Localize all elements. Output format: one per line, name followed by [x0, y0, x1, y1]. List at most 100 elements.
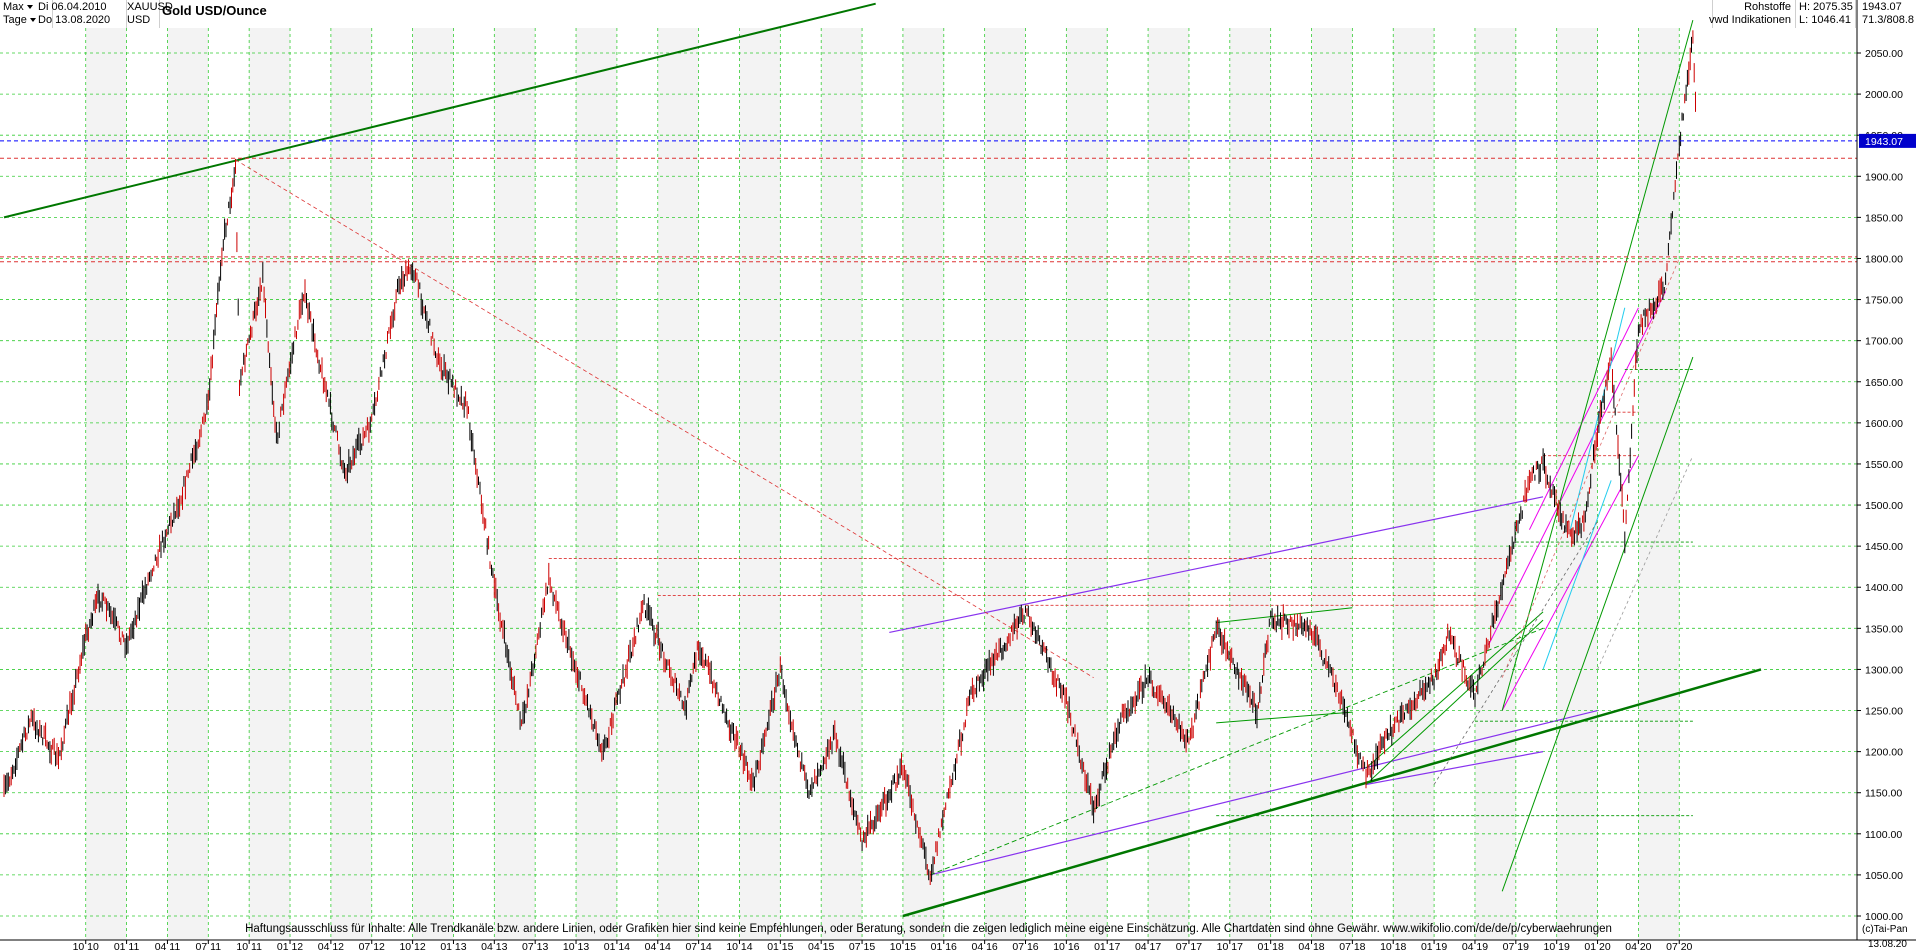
trend-line [1365, 619, 1544, 785]
x-tick-label: 10 13 [563, 941, 589, 952]
x-tick-label: 01 12 [277, 941, 303, 952]
y-tick-label: 1000.00 [1865, 911, 1903, 923]
trend-line [3, 2, 876, 219]
quarter-band [1474, 28, 1516, 940]
x-tick-label: 07 18 [1339, 941, 1365, 952]
y-axis: 1000.00 1050.00 1100.00 1150.00 1200.00 1250.… [1857, 48, 1903, 923]
x-tick-label: 07 19 [1503, 941, 1529, 952]
trend-lines [3, 2, 1762, 918]
x-tick-label: 10 15 [890, 941, 916, 952]
y-tick-label: 1900.00 [1865, 171, 1903, 183]
source-label: vwd Indikationen [1709, 14, 1791, 26]
x-tick-label: 01 19 [1421, 941, 1447, 952]
quarter-band [902, 28, 944, 940]
y-tick-label: 1700.00 [1865, 336, 1903, 348]
quarter-band [657, 28, 699, 940]
low-value: L: 1046.41 [1799, 14, 1851, 26]
period-select[interactable]: Max [3, 1, 33, 13]
trend-line [1488, 291, 1667, 645]
period-select-label: Max [3, 1, 24, 13]
currency-code: USD [127, 14, 151, 26]
x-tick-label: 01 11 [114, 941, 140, 952]
x-tick-label: 07 12 [359, 941, 385, 952]
x-tick-label: 07 17 [1176, 941, 1202, 952]
quarter-band [739, 28, 781, 940]
trend-line [1216, 711, 1353, 724]
price-tag-label: 1943.07 [1865, 136, 1903, 148]
quarter-band [85, 28, 127, 940]
chart-title: Gold USD/Ounce [162, 3, 267, 18]
trend-line [929, 627, 1544, 876]
quarter-band [821, 28, 863, 940]
y-tick-label: 1600.00 [1865, 418, 1903, 430]
x-tick-label: 10 17 [1217, 941, 1243, 952]
y-tick-label: 1500.00 [1865, 500, 1903, 512]
y-tick-label: 2050.00 [1865, 48, 1903, 60]
date-to: Do 13.08.2020 [38, 14, 111, 26]
x-tick-label: 07 16 [1012, 941, 1038, 952]
y-tick-label: 1450.00 [1865, 541, 1903, 553]
x-tick-label: 04 17 [1135, 941, 1161, 952]
x-tick-label: 01 17 [1094, 941, 1120, 952]
disclaimer-text: Haftungsausschluss für Inhalte: Alle Tre… [245, 923, 1612, 935]
x-tick-label: 01 16 [931, 941, 957, 952]
trend-line [889, 496, 1544, 634]
y-tick-label: 1850.00 [1865, 212, 1903, 224]
chevron-down-icon [29, 18, 36, 23]
y-tick-label: 1750.00 [1865, 295, 1903, 307]
y-tick-label: 1050.00 [1865, 870, 1903, 882]
quarter-band [412, 28, 454, 940]
y-tick-label: 1550.00 [1865, 459, 1903, 471]
trend-line [1569, 307, 1626, 530]
y-tick-label: 1350.00 [1865, 623, 1903, 635]
date-from: Di 06.04.2010 [38, 1, 107, 13]
x-tick-label: 01 14 [604, 941, 630, 952]
period-controls: Max Tage [0, 0, 53, 28]
last-value: 1943.07 [1862, 1, 1902, 13]
x-tick-label: 07 20 [1666, 941, 1692, 952]
quarter-band [1393, 28, 1435, 940]
high-value: H: 2075.35 [1799, 1, 1853, 13]
x-tick-label: 04 15 [808, 941, 834, 952]
date-range: Di 06.04.2010 Do 13.08.2020 [34, 0, 127, 28]
interval-select-label: Tage [3, 14, 27, 26]
x-tick-label: 07 14 [685, 941, 711, 952]
category-label: Rohstoffe [1744, 1, 1791, 13]
quarter-band [1229, 28, 1271, 940]
trend-line [1501, 19, 1694, 711]
grid-lines [0, 28, 1857, 940]
chevron-down-icon [26, 5, 33, 10]
x-tick-label: 04 12 [318, 941, 344, 952]
trend-line [1365, 751, 1544, 786]
x-tick-label: 01 18 [1258, 941, 1284, 952]
price-candles [3, 30, 1696, 885]
x-tick-label: 10 18 [1380, 941, 1406, 952]
trend-line [1501, 258, 1680, 678]
trend-line [1501, 356, 1694, 892]
x-axis: 10 10 01 11 04 11 07 11 10 11 01 12 04 12 07 12… [73, 940, 1693, 952]
x-tick-label: 10 14 [726, 941, 752, 952]
quarter-band [1148, 28, 1189, 940]
x-tick-label: 04 14 [645, 941, 671, 952]
quarter-bands [85, 28, 1680, 940]
x-tick-label: 07 11 [196, 941, 222, 952]
source-box: Rohstoffe vwd Indikationen [1709, 0, 1796, 28]
x-tick-label: 04 13 [481, 941, 507, 952]
interval-select[interactable]: Tage [3, 14, 36, 26]
x-tick-label: 01 15 [767, 941, 793, 952]
trend-line [1501, 455, 1639, 711]
quarter-band [576, 28, 617, 940]
copyright-text: (c)Tai-Pan [1862, 924, 1908, 935]
quarter-band [1556, 28, 1598, 940]
y-tick-label: 1150.00 [1865, 788, 1902, 800]
x-tick-label: 04 18 [1298, 941, 1324, 952]
y-tick-label: 2000.00 [1865, 89, 1903, 101]
horizontal-lines [0, 140, 1857, 263]
y-tick-label: 1800.00 [1865, 253, 1903, 265]
x-tick-label: 04 11 [155, 941, 181, 952]
trend-line [1542, 480, 1612, 670]
trend-line [1528, 307, 1639, 530]
trend-line [902, 668, 1762, 918]
